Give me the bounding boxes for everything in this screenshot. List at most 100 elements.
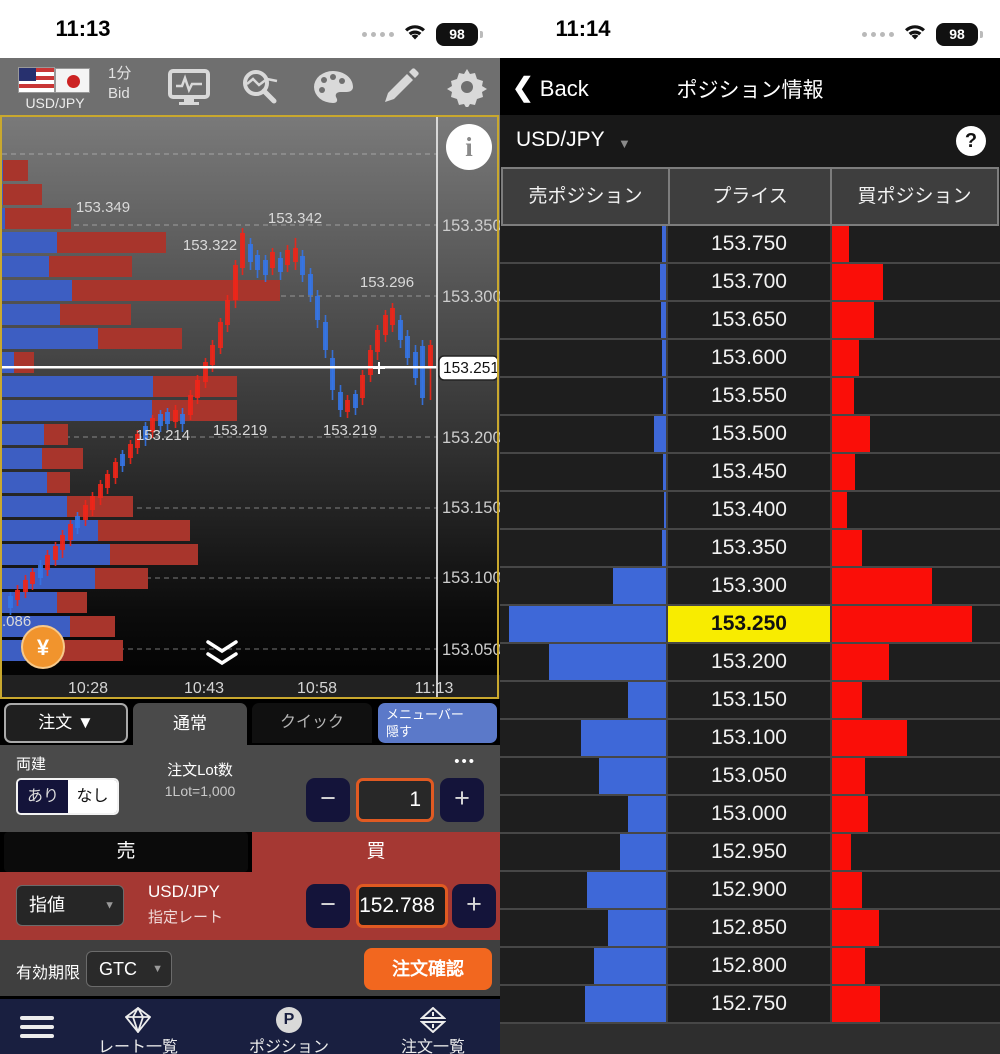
tab-normal[interactable]: 通常 xyxy=(133,703,247,745)
hide-menubar-line1: メニューバー xyxy=(386,707,464,722)
table-row[interactable]: 153.750 xyxy=(500,226,1000,264)
position-table[interactable]: 153.750 153.700 153.650 153.600 153.550 153.5… xyxy=(500,226,1000,1024)
table-row[interactable]: 153.050 xyxy=(500,758,1000,796)
sell-position-bar xyxy=(628,796,666,832)
table-row[interactable]: 153.350 xyxy=(500,530,1000,568)
hedge-on-option[interactable]: あり xyxy=(18,780,68,813)
buy-cell xyxy=(832,416,1000,452)
nav-bar: ❮ Back ポジション情報 xyxy=(500,58,1000,115)
sell-cell xyxy=(500,644,666,680)
pair-select[interactable]: USD/JPY xyxy=(516,128,605,151)
price-cell: 153.600 xyxy=(666,340,832,376)
table-row[interactable]: 153.550 xyxy=(500,378,1000,416)
sell-cell xyxy=(500,910,666,946)
lot-input[interactable]: 1 xyxy=(356,778,434,822)
table-row[interactable]: 153.250 xyxy=(500,606,1000,644)
palette-icon[interactable] xyxy=(310,69,356,105)
price-cell: 153.300 xyxy=(666,568,832,604)
wifi-icon xyxy=(902,22,928,47)
sell-cell xyxy=(500,530,666,566)
rate-minus-button[interactable]: − xyxy=(306,884,350,928)
rate-input[interactable]: 152.788 xyxy=(356,884,448,928)
tab-sell[interactable]: 売 xyxy=(4,832,248,872)
nav-order-list[interactable]: 注文一覧 xyxy=(378,1006,488,1054)
price-cell: 153.750 xyxy=(666,226,832,262)
table-row[interactable]: 152.950 xyxy=(500,834,1000,872)
svg-text:10:28: 10:28 xyxy=(68,680,108,697)
table-row[interactable]: 153.450 xyxy=(500,454,1000,492)
table-row[interactable]: 152.850 xyxy=(500,910,1000,948)
more-options-icon[interactable]: ••• xyxy=(454,753,476,770)
table-row[interactable]: 152.800 xyxy=(500,948,1000,986)
order-type-select[interactable]: 指値 ▼ xyxy=(16,885,124,926)
order-confirm-button[interactable]: 注文確認 xyxy=(364,948,492,990)
position-p-icon: P xyxy=(276,1007,302,1033)
buy-position-bar xyxy=(832,568,932,604)
lot-minus-button[interactable]: − xyxy=(306,778,350,822)
order-settings: 両建 あり なし 注文Lot数 1Lot=1,000 ••• − 1 + xyxy=(0,745,500,832)
table-row[interactable]: 153.000 xyxy=(500,796,1000,834)
buy-position-bar xyxy=(832,226,849,262)
timeframe-selector[interactable]: 1分 Bid xyxy=(108,64,131,104)
buy-cell xyxy=(832,606,1000,642)
expiry-select[interactable]: GTC ▼ xyxy=(86,951,172,987)
sell-cell xyxy=(500,682,666,718)
menu-hamburger-icon[interactable] xyxy=(20,1016,54,1043)
svg-text:153.214: 153.214 xyxy=(136,427,190,444)
sell-position-bar xyxy=(663,454,666,490)
orders-diamond-icon xyxy=(419,1006,447,1038)
hedge-toggle[interactable]: あり なし xyxy=(16,778,119,815)
timeframe-label: 1分 xyxy=(108,65,132,82)
chart-monitor-icon[interactable] xyxy=(166,69,212,105)
buy-cell xyxy=(832,834,1000,870)
hedge-off-option[interactable]: なし xyxy=(68,780,117,813)
buy-cell xyxy=(832,910,1000,946)
svg-text:153.322: 153.322 xyxy=(183,237,237,254)
help-button[interactable]: ? xyxy=(956,126,986,156)
rate-pair-label: USD/JPY xyxy=(148,882,220,901)
chevron-down-icon: ▼ xyxy=(618,136,631,151)
table-row[interactable]: 153.650 xyxy=(500,302,1000,340)
buy-cell xyxy=(832,378,1000,414)
header-price: プライス xyxy=(668,169,832,224)
buy-cell xyxy=(832,948,1000,984)
rate-plus-button[interactable]: + xyxy=(452,884,496,928)
table-row[interactable]: 153.400 xyxy=(500,492,1000,530)
buy-position-bar xyxy=(832,644,889,680)
table-row[interactable]: 153.200 xyxy=(500,644,1000,682)
chevron-down-icon: ▼ xyxy=(152,963,163,975)
expiry-zone: 有効期限 GTC ▼ 注文確認 xyxy=(0,940,500,996)
buy-cell xyxy=(832,644,1000,680)
buy-cell xyxy=(832,454,1000,490)
lot-plus-button[interactable]: + xyxy=(440,778,484,822)
sell-position-bar xyxy=(599,758,666,794)
table-row[interactable]: 153.100 xyxy=(500,720,1000,758)
sell-cell xyxy=(500,986,666,1022)
chevron-down-icon: ▼ xyxy=(104,899,115,911)
analysis-search-icon[interactable] xyxy=(236,69,282,105)
gear-icon[interactable] xyxy=(444,69,490,107)
nav-position[interactable]: P ポジション xyxy=(234,1007,344,1054)
back-button[interactable]: ❮ Back xyxy=(512,72,589,103)
price-chart[interactable]: 153.349 153.322 153.342 153.296 153.214 153.2… xyxy=(0,115,502,700)
price-type-label: Bid xyxy=(108,85,130,102)
clock: 11:14 xyxy=(555,16,611,41)
table-row[interactable]: 152.900 xyxy=(500,872,1000,910)
table-row[interactable]: 153.300 xyxy=(500,568,1000,606)
sell-cell xyxy=(500,454,666,490)
table-row[interactable]: 152.750 xyxy=(500,986,1000,1024)
buy-position-bar xyxy=(832,378,854,414)
table-row[interactable]: 153.700 xyxy=(500,264,1000,302)
tab-buy[interactable]: 買 xyxy=(252,832,500,872)
table-row[interactable]: 153.500 xyxy=(500,416,1000,454)
tab-quick[interactable]: クイック xyxy=(252,703,372,743)
battery-icon: 98 xyxy=(436,23,483,46)
svg-text:11:13: 11:13 xyxy=(415,680,454,697)
nav-rate-list[interactable]: レート一覧 xyxy=(83,1006,193,1054)
order-menu-button[interactable]: 注文 ▼ xyxy=(4,703,128,743)
sell-cell xyxy=(500,606,666,642)
table-row[interactable]: 153.600 xyxy=(500,340,1000,378)
pencil-icon[interactable] xyxy=(376,68,422,105)
table-row[interactable]: 153.150 xyxy=(500,682,1000,720)
hide-menubar-button[interactable]: メニューバー 隠す xyxy=(378,703,497,743)
